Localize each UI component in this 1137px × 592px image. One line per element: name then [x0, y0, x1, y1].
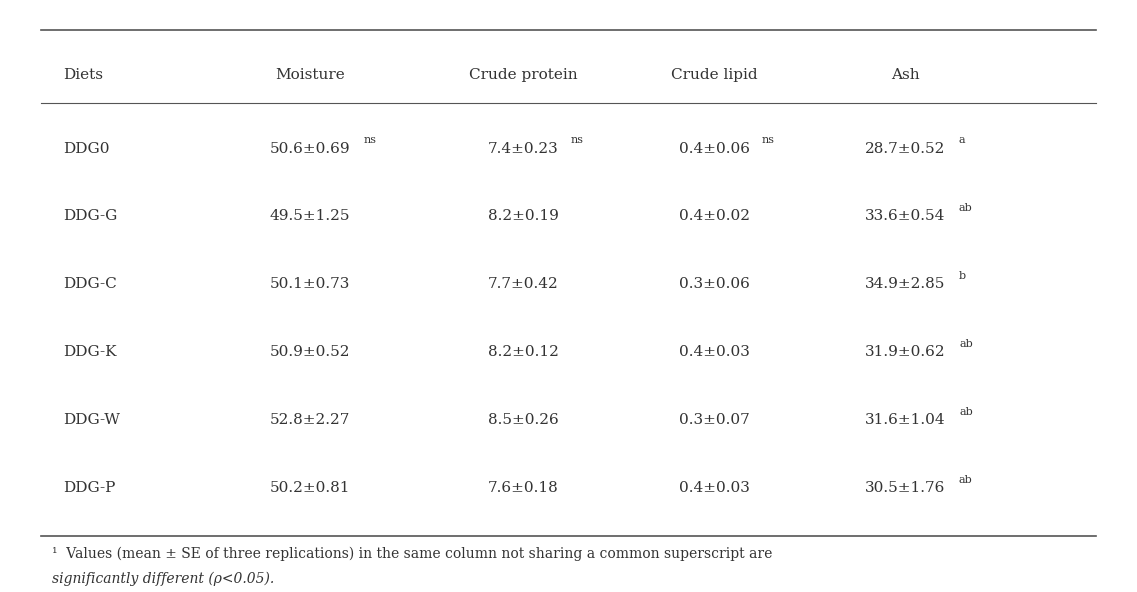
Text: ab: ab: [958, 475, 972, 485]
Text: DDG0: DDG0: [63, 141, 109, 156]
Text: 8.2±0.19: 8.2±0.19: [488, 210, 559, 224]
Text: 0.3±0.06: 0.3±0.06: [679, 278, 750, 291]
Text: 50.2±0.81: 50.2±0.81: [269, 481, 350, 496]
Text: 0.4±0.03: 0.4±0.03: [679, 345, 750, 359]
Text: Ash: Ash: [891, 68, 920, 82]
Text: significantly different (ρ<0.05).: significantly different (ρ<0.05).: [52, 572, 274, 586]
Text: 8.5±0.26: 8.5±0.26: [488, 413, 559, 427]
Text: 0.4±0.02: 0.4±0.02: [679, 210, 750, 224]
Text: 7.4±0.23: 7.4±0.23: [488, 141, 559, 156]
Text: b: b: [958, 271, 966, 281]
Text: a: a: [958, 135, 965, 145]
Text: 0.4±0.06: 0.4±0.06: [679, 141, 750, 156]
Text: ns: ns: [762, 135, 775, 145]
Text: 31.9±0.62: 31.9±0.62: [865, 345, 946, 359]
Text: ¹  Values (mean ± SE of three replications) in the same column not sharing a com: ¹ Values (mean ± SE of three replication…: [52, 546, 772, 561]
Text: 33.6±0.54: 33.6±0.54: [865, 210, 946, 224]
Text: Diets: Diets: [63, 68, 103, 82]
Text: 52.8±2.27: 52.8±2.27: [269, 413, 350, 427]
Text: 0.3±0.07: 0.3±0.07: [679, 413, 750, 427]
Text: 30.5±1.76: 30.5±1.76: [865, 481, 946, 496]
Text: DDG-C: DDG-C: [63, 278, 117, 291]
Text: Moisture: Moisture: [275, 68, 345, 82]
Text: ab: ab: [958, 203, 972, 213]
Text: 7.6±0.18: 7.6±0.18: [488, 481, 559, 496]
Text: ab: ab: [960, 339, 973, 349]
Text: DDG-K: DDG-K: [63, 345, 117, 359]
Text: DDG-W: DDG-W: [63, 413, 121, 427]
Text: 49.5±1.25: 49.5±1.25: [269, 210, 350, 224]
Text: DDG-G: DDG-G: [63, 210, 117, 224]
Text: 31.6±1.04: 31.6±1.04: [865, 413, 946, 427]
Text: Crude lipid: Crude lipid: [671, 68, 758, 82]
Text: 28.7±0.52: 28.7±0.52: [865, 141, 946, 156]
Text: 8.2±0.12: 8.2±0.12: [488, 345, 559, 359]
Text: 50.1±0.73: 50.1±0.73: [269, 278, 350, 291]
Text: 34.9±2.85: 34.9±2.85: [865, 278, 946, 291]
Text: ab: ab: [960, 407, 973, 417]
Text: 0.4±0.03: 0.4±0.03: [679, 481, 750, 496]
Text: DDG-P: DDG-P: [63, 481, 116, 496]
Text: 7.7±0.42: 7.7±0.42: [488, 278, 559, 291]
Text: ns: ns: [364, 135, 376, 145]
Text: ns: ns: [571, 135, 584, 145]
Text: 50.9±0.52: 50.9±0.52: [269, 345, 350, 359]
Text: Crude protein: Crude protein: [470, 68, 578, 82]
Text: 50.6±0.69: 50.6±0.69: [269, 141, 350, 156]
